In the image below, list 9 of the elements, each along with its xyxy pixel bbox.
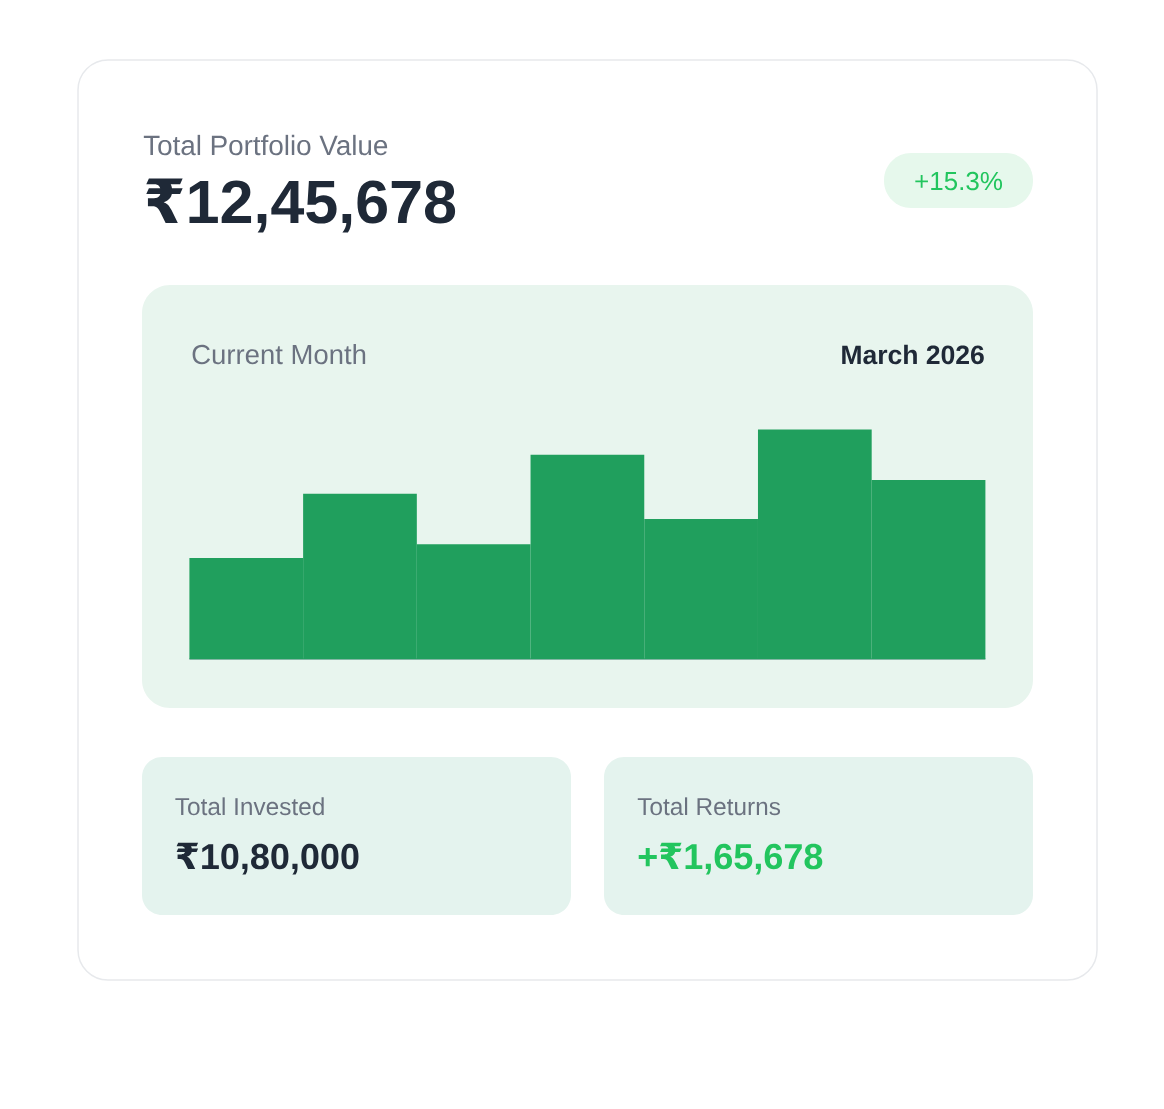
text: Total Returns <box>637 797 781 816</box>
chart-title: Current Month <box>192 344 366 365</box>
chart-subtitle: March 2026 <box>842 344 984 365</box>
text: Total Portfolio Value <box>143 134 388 156</box>
text: ₹10,80,000 <box>176 842 359 875</box>
text: +15.3% <box>915 171 1003 191</box>
text: +₹1,65,678 <box>638 842 823 875</box>
text: Total Invested <box>175 797 324 816</box>
text: ₹12,45,678 <box>146 178 456 233</box>
